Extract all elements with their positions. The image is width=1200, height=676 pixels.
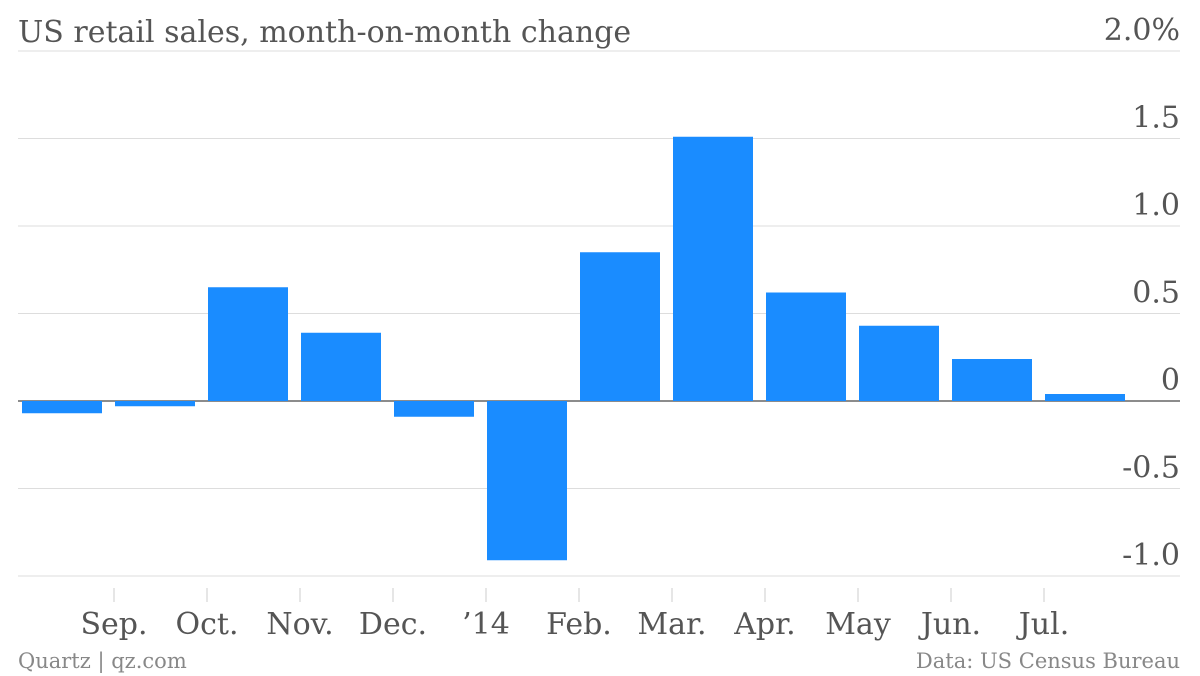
y-tick-label: 1.5: [1132, 101, 1180, 136]
x-tick-label: Dec.: [359, 607, 427, 642]
x-tick-label: Jul.: [1016, 607, 1069, 642]
y-tick-label: 0.5: [1132, 276, 1180, 311]
x-tick-label: Apr.: [733, 607, 795, 642]
x-tick-label: May: [825, 607, 891, 642]
bar: [766, 292, 846, 401]
bar: [859, 325, 939, 401]
y-tick-label: 2.0%: [1104, 13, 1180, 48]
bar: [1045, 394, 1125, 401]
x-tick-label: Feb.: [546, 607, 612, 642]
x-tick-label: Jun.: [918, 607, 981, 642]
y-tick-label: -1.0: [1122, 538, 1180, 573]
bars: [22, 136, 1125, 561]
chart-title: US retail sales, month-on-month change: [18, 15, 631, 50]
bar: [580, 252, 660, 401]
bar: [673, 136, 753, 401]
bar: [394, 401, 474, 417]
y-axis-ticks: -1.0 -0.5 0 0.5 1.0 1.5 2.0%: [1104, 13, 1180, 573]
bar: [208, 287, 288, 401]
bar: [952, 359, 1032, 401]
bar: [487, 401, 567, 561]
x-tick-label: ’14: [462, 607, 510, 642]
x-axis-ticks: Sep. Oct. Nov. Dec. ’14 Feb. Mar. Apr. May Jun. Ju…: [80, 588, 1069, 642]
bar: [22, 401, 102, 414]
y-tick-label: 1.0: [1132, 188, 1180, 223]
source-label: Data: US Census Bureau: [916, 649, 1180, 673]
bar: [115, 401, 195, 407]
y-tick-label: -0.5: [1122, 451, 1180, 486]
x-tick-label: Oct.: [176, 607, 239, 642]
x-tick-label: Sep.: [80, 607, 147, 642]
y-tick-label: 0: [1161, 363, 1180, 398]
x-tick-label: Nov.: [266, 607, 333, 642]
bar: [301, 332, 381, 401]
x-tick-label: Mar.: [637, 607, 706, 642]
credit-label: Quartz | qz.com: [18, 649, 187, 674]
